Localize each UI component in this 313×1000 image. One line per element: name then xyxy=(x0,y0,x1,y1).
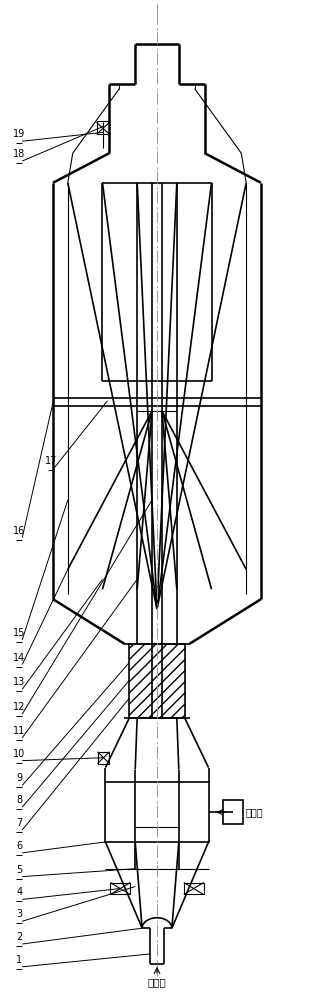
Text: 12: 12 xyxy=(13,702,25,712)
Text: 乙苯流: 乙苯流 xyxy=(245,807,263,817)
Text: 17: 17 xyxy=(45,456,57,466)
Text: 11: 11 xyxy=(13,726,25,736)
Bar xyxy=(223,800,243,824)
Text: 2: 2 xyxy=(16,932,22,942)
Text: 8: 8 xyxy=(16,795,22,805)
Text: 水蒸气: 水蒸气 xyxy=(148,978,167,988)
Text: 10: 10 xyxy=(13,749,25,759)
Text: 3: 3 xyxy=(16,909,22,919)
Text: 6: 6 xyxy=(16,841,22,851)
Text: 13: 13 xyxy=(13,677,25,687)
Text: 16: 16 xyxy=(13,526,25,536)
Text: 15: 15 xyxy=(13,628,25,638)
Bar xyxy=(110,883,130,894)
Text: 14: 14 xyxy=(13,653,25,663)
Bar xyxy=(105,782,208,842)
Bar xyxy=(129,644,185,718)
Bar xyxy=(96,121,110,134)
Text: 9: 9 xyxy=(16,773,22,783)
Text: 5: 5 xyxy=(16,865,22,875)
Text: 19: 19 xyxy=(13,129,25,139)
Text: 1: 1 xyxy=(16,955,22,965)
Bar xyxy=(98,752,110,764)
Text: 4: 4 xyxy=(16,887,22,897)
Bar xyxy=(184,883,203,894)
Text: 7: 7 xyxy=(16,818,22,828)
Text: 18: 18 xyxy=(13,149,25,159)
